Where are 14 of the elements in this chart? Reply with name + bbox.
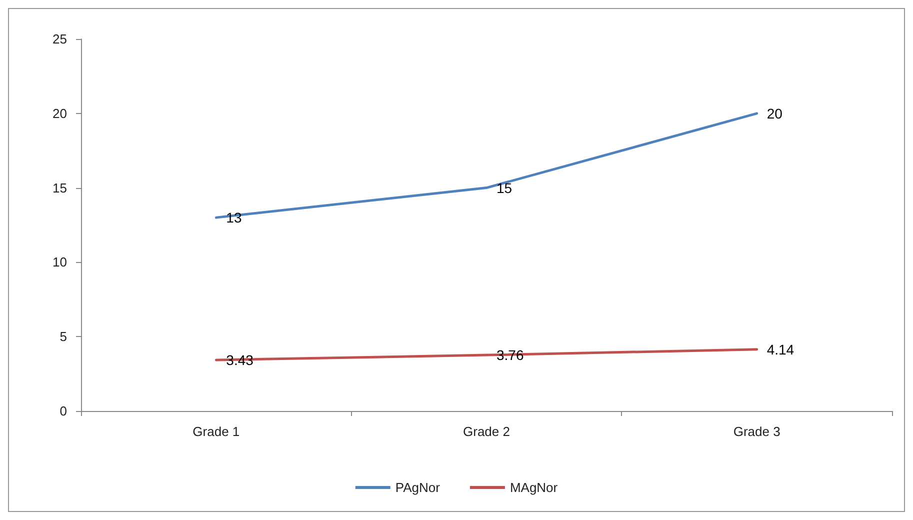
y-tick-label: 25 <box>52 32 67 46</box>
y-tick-label: 5 <box>60 329 67 344</box>
data-label: 15 <box>496 180 512 196</box>
y-tick-label: 20 <box>52 106 67 121</box>
legend-label: MAgNor <box>510 480 558 495</box>
y-tick-label: 0 <box>60 404 67 418</box>
y-tick-label: 15 <box>52 180 67 196</box>
data-label: 4.14 <box>766 341 794 358</box>
x-tick-label: Grade 1 <box>192 424 240 439</box>
data-label: 20 <box>766 105 783 122</box>
x-tick-label: Grade 2 <box>463 424 510 439</box>
y-tick-label: 10 <box>52 254 67 270</box>
x-tick-label: Grade 3 <box>733 424 780 439</box>
legend-label: PAgNor <box>395 480 441 495</box>
